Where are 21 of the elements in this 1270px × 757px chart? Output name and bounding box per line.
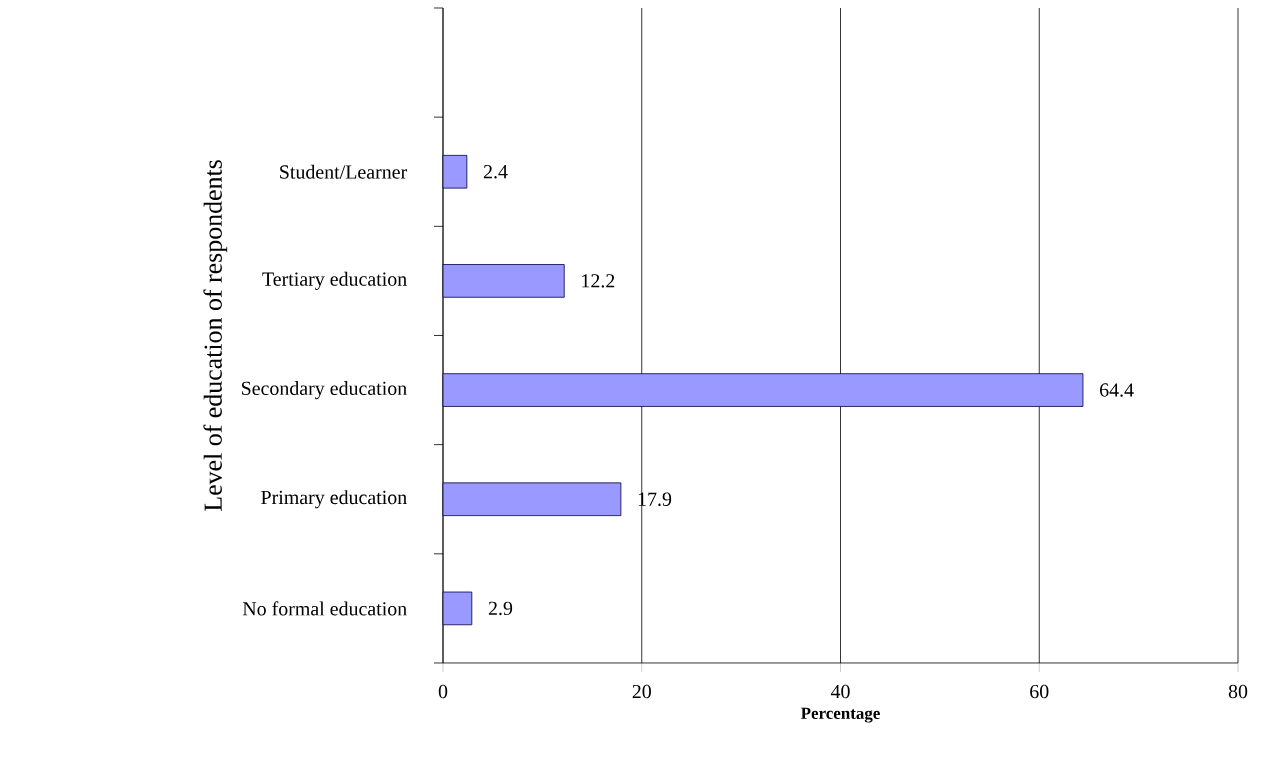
x-tick-label: 20 bbox=[632, 684, 651, 699]
y-tick-label: Secondary education bbox=[241, 381, 407, 400]
y-tick-label: Primary education bbox=[261, 490, 407, 509]
x-tick-label: 40 bbox=[830, 684, 850, 699]
y-tick-label: Tertiary education bbox=[262, 271, 407, 290]
y-axis-title: Level of education of respondents bbox=[203, 160, 228, 511]
bar bbox=[442, 591, 473, 626]
data-label: 12.2 bbox=[582, 274, 615, 288]
bar bbox=[442, 482, 622, 517]
x-tick-label: 0 bbox=[438, 684, 448, 699]
y-tick-label: Student/Learner bbox=[280, 164, 408, 179]
y-tick-label: No formal education bbox=[242, 601, 407, 616]
data-label: 64.4 bbox=[1100, 383, 1134, 397]
bar bbox=[442, 154, 468, 189]
data-label: 2.4 bbox=[483, 165, 508, 179]
bar bbox=[442, 264, 565, 298]
data-label: 2.9 bbox=[488, 601, 513, 616]
bar bbox=[442, 373, 1084, 407]
x-tick-label: 80 bbox=[1228, 684, 1248, 699]
x-axis-title: Percentage bbox=[800, 707, 880, 723]
x-tick-label: 60 bbox=[1030, 684, 1049, 699]
